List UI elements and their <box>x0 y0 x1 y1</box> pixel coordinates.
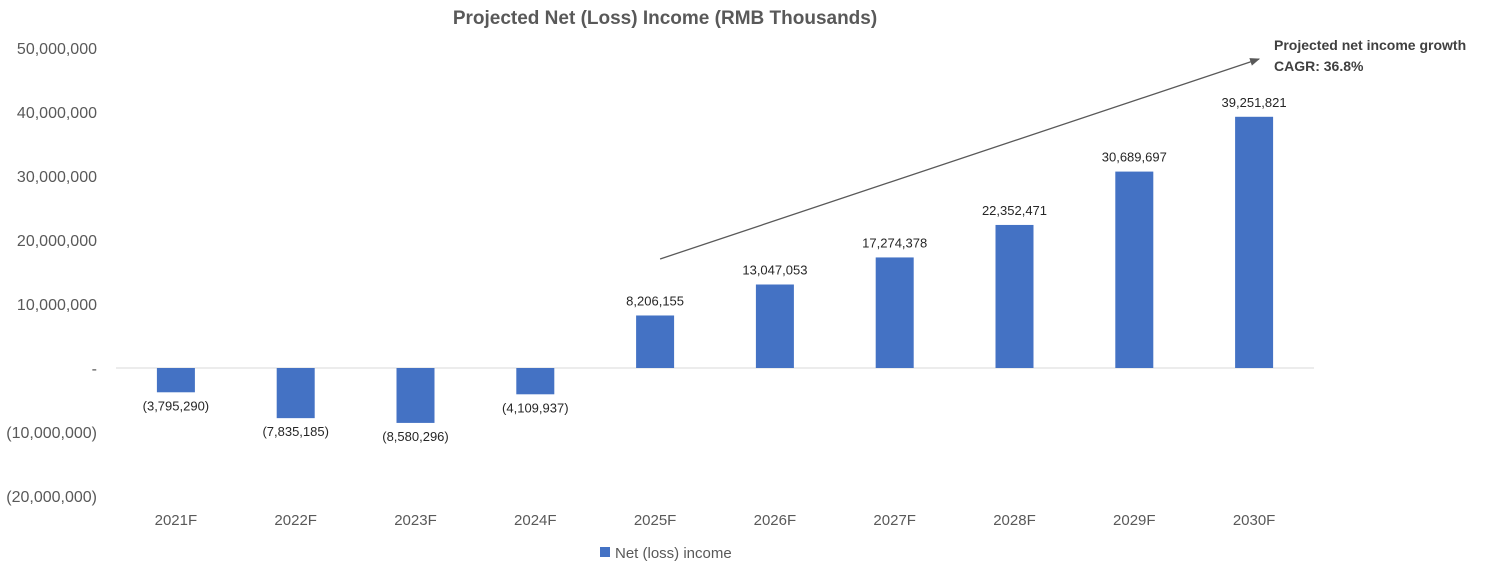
bar <box>156 368 195 393</box>
x-tick-label: 2021F <box>155 512 198 529</box>
y-tick-label: - <box>92 361 97 378</box>
y-tick-label: 40,000,000 <box>17 105 97 122</box>
data-label: (3,795,290) <box>143 398 210 413</box>
data-label: 30,689,697 <box>1102 150 1167 165</box>
data-label: (8,580,296) <box>382 429 449 444</box>
chart-title: Projected Net (Loss) Income (RMB Thousan… <box>453 8 877 29</box>
growth-trend-arrow <box>659 58 1261 260</box>
x-tick-label: 2026F <box>754 512 797 529</box>
x-tick-label: 2022F <box>274 512 317 529</box>
bar <box>516 368 555 395</box>
data-label: 39,251,821 <box>1222 95 1287 110</box>
x-tick-label: 2028F <box>993 512 1036 529</box>
y-tick-label: 30,000,000 <box>17 169 97 186</box>
legend-label: Net (loss) income <box>615 545 732 562</box>
annotation-line-1: Projected net income growth <box>1274 37 1466 53</box>
data-label: 22,352,471 <box>982 203 1047 218</box>
annotation-line-2: CAGR: 36.8% <box>1274 58 1364 74</box>
data-label: (7,835,185) <box>262 424 329 439</box>
x-tick-label: 2025F <box>634 512 677 529</box>
y-axis: 50,000,000 40,000,000 30,000,000 20,000,000… <box>6 41 97 506</box>
x-tick-label: 2030F <box>1233 512 1276 529</box>
data-labels: (3,795,290) (7,835,185) (8,580,296) (4,109,… <box>143 95 1287 444</box>
y-tick-label: (10,000,000) <box>6 425 97 442</box>
bar <box>1115 171 1154 368</box>
bar <box>636 315 675 368</box>
data-label: 17,274,378 <box>862 235 927 250</box>
y-tick-label: 50,000,000 <box>17 41 97 58</box>
x-tick-label: 2023F <box>394 512 437 529</box>
bar <box>995 224 1034 368</box>
bar <box>276 368 315 419</box>
y-tick-label: 20,000,000 <box>17 233 97 250</box>
x-axis: 2021F 2022F 2023F 2024F 2025F 2026F 2027F 2028F… <box>155 512 1276 529</box>
x-tick-label: 2024F <box>514 512 557 529</box>
bar <box>875 257 914 368</box>
y-tick-label: (20,000,000) <box>6 489 97 506</box>
data-label: (4,109,937) <box>502 400 569 415</box>
bar <box>396 368 435 423</box>
x-tick-label: 2027F <box>873 512 916 529</box>
legend: Net (loss) income <box>600 545 732 562</box>
bar-series <box>156 116 1274 423</box>
legend-swatch <box>600 547 610 557</box>
y-tick-label: 10,000,000 <box>17 297 97 314</box>
data-label: 8,206,155 <box>626 293 684 308</box>
data-label: 13,047,053 <box>742 262 807 277</box>
bar <box>1235 116 1274 368</box>
bar <box>755 284 794 368</box>
x-tick-label: 2029F <box>1113 512 1156 529</box>
